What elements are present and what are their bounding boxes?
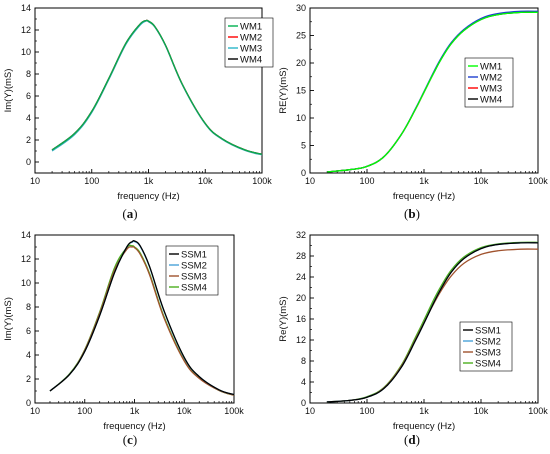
x-tick-label: 10 xyxy=(30,176,40,186)
legend-entry: SSM3 xyxy=(181,271,207,282)
y-tick-label: 8 xyxy=(301,356,306,366)
y-tick-label: 10 xyxy=(296,113,306,123)
x-axis-label: frequency (Hz) xyxy=(103,421,165,432)
y-tick-label: 30 xyxy=(296,3,306,13)
x-tick-label: 100 xyxy=(77,406,92,416)
y-tick-label: 4 xyxy=(301,377,306,387)
x-tick-label: 100 xyxy=(84,176,99,186)
x-tick-label: 10k xyxy=(474,176,489,186)
legend-entry: WM2 xyxy=(480,72,502,83)
legend-entry: WM1 xyxy=(240,21,262,32)
legend-entry: WM1 xyxy=(480,61,502,72)
x-tick-label: 10k xyxy=(474,406,489,416)
x-tick-label: 100k xyxy=(252,176,272,186)
series-lines xyxy=(327,241,539,403)
y-tick-label: 5 xyxy=(301,141,306,151)
x-axis-label: frequency (Hz) xyxy=(393,421,455,432)
y-tick-label: 6 xyxy=(26,326,31,336)
x-tick-label: 100k xyxy=(528,176,548,186)
x-axis-label: frequency (Hz) xyxy=(117,191,179,202)
y-axis-label: Im(Y)(mS) xyxy=(3,297,14,341)
series-line-ssm1 xyxy=(49,239,235,396)
series-line-wm1 xyxy=(51,19,263,155)
x-tick-label: 100k xyxy=(528,406,548,416)
series-lines xyxy=(51,19,263,156)
chart-panel-d: 10 100 1k 10k 100k 0 4 8 12 16 20 24 28 32 frequency (… xyxy=(278,230,548,447)
y-tick-label: 12 xyxy=(21,254,31,264)
y-tick-label: 25 xyxy=(296,31,306,41)
y-tick-label: 12 xyxy=(296,335,306,345)
panel-caption: (a) xyxy=(122,206,137,221)
chart-panel-c: 10 100 1k 10k 100k 0 2 4 6 8 10 12 14 frequency (Hz) I… xyxy=(3,230,244,447)
y-tick-label: 24 xyxy=(296,272,306,282)
y-tick-label: 20 xyxy=(296,293,306,303)
panel-caption: (b) xyxy=(404,206,420,221)
y-tick-label: 0 xyxy=(26,398,31,408)
legend-entry: SSM4 xyxy=(475,358,501,369)
y-tick-label: 0 xyxy=(301,398,306,408)
legend-entry: SSM2 xyxy=(181,260,207,271)
legend-entry: SSM3 xyxy=(475,347,501,358)
y-tick-label: 12 xyxy=(21,25,31,35)
series-line-wm1 xyxy=(327,11,539,173)
series-line-ssm1 xyxy=(327,242,539,403)
y-axis-label: Re(Y)(mS) xyxy=(278,296,289,341)
y-tick-label: 15 xyxy=(296,86,306,96)
panel-caption: (c) xyxy=(123,432,137,447)
y-tick-label: 32 xyxy=(296,230,306,240)
y-tick-label: 2 xyxy=(26,135,31,145)
legend-entry: WM3 xyxy=(480,83,502,94)
y-tick-label: 14 xyxy=(21,3,31,13)
legend-entry: WM4 xyxy=(480,94,502,105)
y-tick-label: 20 xyxy=(296,58,306,68)
chart-panel-b: 10 100 1k 10k 100k 0 5 10 15 20 25 30 frequency (Hz)… xyxy=(278,3,548,221)
y-tick-label: 10 xyxy=(21,278,31,288)
x-tick-label: 10 xyxy=(305,176,315,186)
y-tick-label: 28 xyxy=(296,251,306,261)
x-axis-label: frequency (Hz) xyxy=(393,191,455,202)
y-tick-label: 8 xyxy=(26,69,31,79)
x-tick-label: 100k xyxy=(224,406,244,416)
legend-entry: SSM2 xyxy=(475,336,501,347)
x-tick-label: 10k xyxy=(177,406,192,416)
x-tick-label: 1k xyxy=(419,406,429,416)
y-tick-label: 6 xyxy=(26,91,31,101)
x-tick-label: 1k xyxy=(419,176,429,186)
x-tick-label: 100 xyxy=(359,176,374,186)
panel-caption: (d) xyxy=(404,432,420,447)
legend-entry: WM3 xyxy=(240,43,262,54)
x-tick-label: 10 xyxy=(30,406,40,416)
chart-panel-a: 10 100 1k 10k 100k 0 2 4 6 8 10 12 14 frequency (Hz) I… xyxy=(3,3,274,221)
y-tick-label: 8 xyxy=(26,302,31,312)
x-tick-label: 10k xyxy=(198,176,213,186)
legend-entry: SSM1 xyxy=(475,325,501,336)
y-tick-label: 2 xyxy=(26,374,31,384)
y-tick-label: 0 xyxy=(26,157,31,167)
y-axis-label: Im(Y)(mS) xyxy=(3,69,14,113)
y-tick-label: 10 xyxy=(21,47,31,57)
x-tick-label: 1k xyxy=(130,406,140,416)
y-tick-label: 4 xyxy=(26,350,31,360)
legend-entry: SSM4 xyxy=(181,282,207,293)
series-lines xyxy=(327,10,539,173)
y-tick-label: 14 xyxy=(21,230,31,240)
y-tick-label: 4 xyxy=(26,113,31,123)
y-tick-label: 16 xyxy=(296,314,306,324)
y-axis-label: RE(Y)(mS) xyxy=(278,67,289,113)
x-tick-label: 1k xyxy=(144,176,154,186)
x-tick-label: 100 xyxy=(359,406,374,416)
legend-entry: WM2 xyxy=(240,32,262,43)
legend-entry: WM4 xyxy=(240,54,262,65)
x-tick-label: 10 xyxy=(305,406,315,416)
y-tick-label: 0 xyxy=(301,168,306,178)
series-lines xyxy=(49,239,235,396)
legend-entry: SSM1 xyxy=(181,249,207,260)
